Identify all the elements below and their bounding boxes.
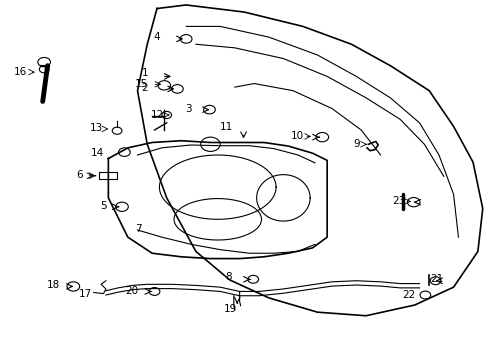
Text: 10: 10 — [290, 131, 303, 141]
Text: 7: 7 — [135, 224, 142, 234]
Text: 15: 15 — [135, 79, 148, 89]
Text: 23: 23 — [392, 196, 405, 206]
Text: 17: 17 — [78, 289, 91, 298]
Text: 20: 20 — [125, 286, 138, 296]
Text: 6: 6 — [76, 170, 82, 180]
Text: 19: 19 — [224, 304, 237, 314]
Text: 21: 21 — [429, 274, 442, 284]
Text: 14: 14 — [91, 148, 104, 158]
Text: 3: 3 — [185, 104, 191, 113]
Text: 18: 18 — [47, 280, 61, 291]
Text: 1: 1 — [141, 68, 148, 78]
Text: 2: 2 — [141, 83, 148, 93]
Text: 4: 4 — [153, 32, 160, 42]
Text: 11: 11 — [219, 122, 232, 132]
Text: 9: 9 — [352, 139, 359, 149]
Text: 13: 13 — [89, 123, 102, 133]
Text: 16: 16 — [14, 67, 27, 77]
Text: 5: 5 — [100, 201, 106, 211]
Text: 12: 12 — [150, 110, 163, 120]
Text: 8: 8 — [225, 272, 232, 282]
Text: 22: 22 — [402, 290, 415, 300]
